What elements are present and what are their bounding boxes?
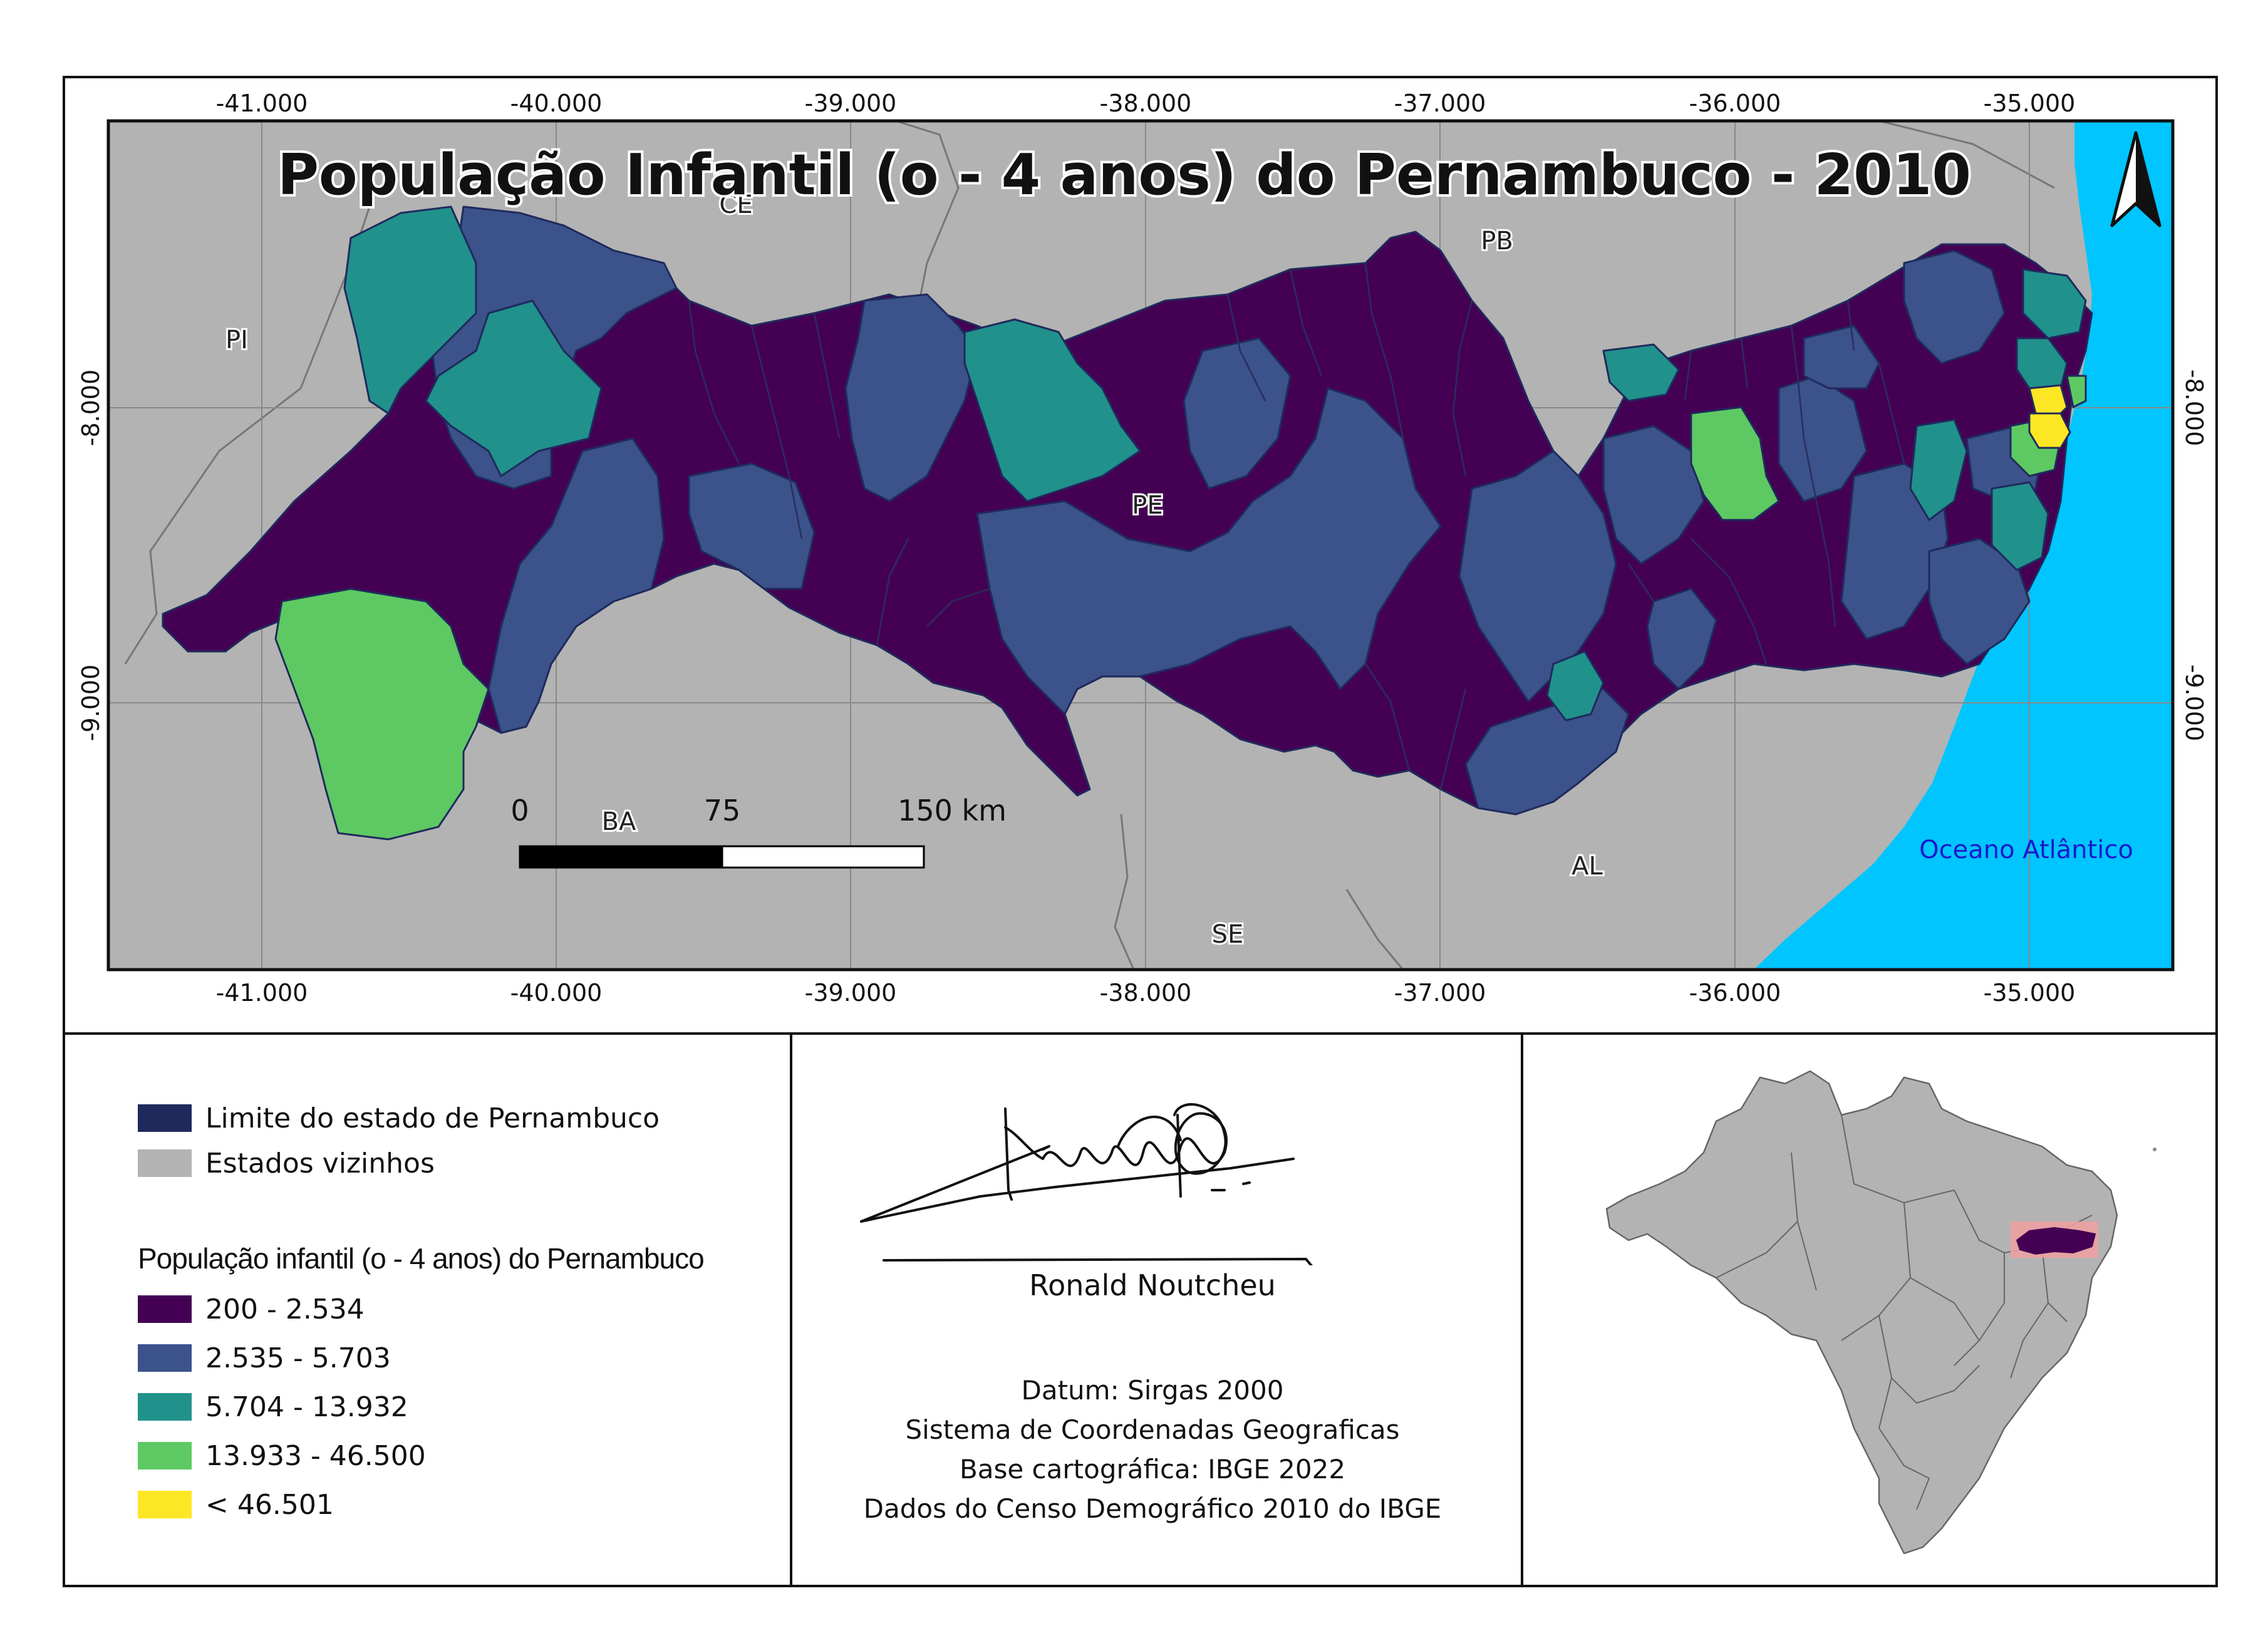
map-frame	[106, 119, 2175, 972]
scale-label-mid: 75	[704, 794, 741, 827]
state-label-ba: BA	[602, 807, 636, 836]
legend-label-class-1: 200 - 2.534	[205, 1293, 365, 1325]
legend-class-5: < 46.501	[138, 1488, 334, 1521]
grid-label-left-1: -9.000	[77, 665, 105, 742]
state-label-pi: PI	[225, 326, 248, 355]
legend-swatch-class-4	[138, 1442, 192, 1470]
ocean-label: Oceano Atlântico	[1919, 836, 2133, 864]
signature-image	[860, 1103, 1313, 1265]
legend-label-state-limit: Limite do estado de Pernambuco	[205, 1102, 660, 1134]
grid-label-bottom-6: -35.000	[1984, 979, 2076, 1007]
credits-census-source: Dados do Censo Demográfico 2010 do IBGE	[863, 1493, 1442, 1524]
main-map: CE PB PI PE BA AL SE Oceano Atlântico Po…	[77, 90, 2208, 1007]
state-label-pe: PE	[1132, 491, 1162, 520]
panel-divider-right	[1521, 1034, 1523, 1587]
credits-cartographic-base: Base cartográfica: IBGE 2022	[959, 1454, 1346, 1485]
grid-label-top-3: -38.000	[1100, 90, 1192, 117]
legend-swatch-class-5	[138, 1491, 192, 1518]
legend-label-class-2: 2.535 - 5.703	[205, 1342, 391, 1374]
grid-label-bottom-2: -39.000	[805, 979, 897, 1007]
grid-label-top-1: -40.000	[510, 90, 603, 117]
grid-label-top-5: -36.000	[1689, 90, 1781, 117]
grid-label-top-6: -35.000	[1984, 90, 2076, 117]
scale-bar: 0 75 150 km	[510, 794, 1007, 869]
pernambuco-municipalities	[162, 205, 2093, 841]
map-layout-frame	[63, 76, 2218, 1587]
legend-label-class-4: 13.933 - 46.500	[205, 1439, 426, 1472]
legend-item-state-limit: Limite do estado de Pernambuco	[138, 1102, 660, 1134]
grid-label-bottom-4: -37.000	[1394, 979, 1486, 1007]
panel-divider-horizontal	[63, 1032, 2218, 1035]
grid-labels-top: -41.000 -40.000 -39.000 -38.000 -37.000 …	[216, 90, 2076, 117]
author-name: Ronald Noutcheu	[1029, 1268, 1276, 1302]
legend-label-class-5: < 46.501	[205, 1488, 334, 1521]
grid-label-top-4: -37.000	[1394, 90, 1486, 117]
locator-pernambuco-highlight	[2011, 1221, 2098, 1258]
legend-class-2: 2.535 - 5.703	[138, 1342, 391, 1374]
legend-item-neighbor-states: Estados vizinhos	[138, 1148, 435, 1179]
grid-label-bottom-0: -41.000	[216, 979, 308, 1007]
legend-class-4: 13.933 - 46.500	[138, 1439, 426, 1472]
state-label-al: AL	[1572, 852, 1603, 881]
grid-label-right-0: -8.000	[2180, 370, 2208, 447]
grid-labels-right: -8.000 -9.000	[2180, 370, 2208, 742]
map-title: População Infantil (o - 4 anos) do Perna…	[277, 142, 1971, 208]
credits-datum: Datum: Sirgas 2000	[1021, 1375, 1284, 1406]
credits-panel: Ronald Noutcheu Datum: Sirgas 2000 Siste…	[792, 1040, 1513, 1578]
grid-label-right-1: -9.000	[2180, 665, 2208, 742]
grid-label-top-0: -41.000	[216, 90, 308, 117]
state-label-pb: PB	[1481, 227, 1513, 256]
state-label-se: SE	[1212, 920, 1244, 949]
grid-label-bottom-5: -36.000	[1689, 979, 1781, 1007]
grid-labels-left: -8.000 -9.000	[77, 370, 105, 742]
legend-swatch-class-1	[138, 1295, 192, 1323]
grid-label-bottom-3: -38.000	[1100, 979, 1192, 1007]
credits-coordinate-system: Sistema de Coordenadas Geograficas	[905, 1414, 1400, 1445]
grid-label-bottom-1: -40.000	[510, 979, 603, 1007]
atlantic-ocean	[1754, 121, 2173, 970]
pernambuco-outline	[162, 231, 2093, 816]
state-label-ce: CE	[719, 190, 752, 219]
legend-swatch-class-2	[138, 1344, 192, 1372]
locator-map-brazil	[1605, 1070, 2157, 1555]
state-labels: CE PB PI PE BA AL SE	[224, 189, 1605, 951]
panel-divider-left	[790, 1034, 792, 1587]
legend-swatch-class-3	[138, 1393, 192, 1421]
legend-class-3: 5.704 - 13.932	[138, 1391, 408, 1423]
scale-label-end: 150 km	[898, 794, 1007, 827]
grid-label-top-2: -39.000	[805, 90, 897, 117]
north-arrow-icon	[2110, 131, 2162, 227]
legend-label-neighbor-states: Estados vizinhos	[205, 1147, 435, 1179]
brazil-outline	[1605, 1070, 2118, 1555]
legend-label-class-3: 5.704 - 13.932	[205, 1391, 408, 1423]
grid-labels-bottom: -41.000 -40.000 -39.000 -38.000 -37.000 …	[216, 979, 2076, 1007]
legend-swatch-state-limit	[138, 1104, 192, 1132]
scale-label-zero: 0	[510, 794, 529, 827]
legend-class-1: 200 - 2.534	[138, 1293, 365, 1325]
legend-class-title: População infantil (o - 4 anos) do Perna…	[138, 1242, 705, 1275]
legend-swatch-neighbor-states	[138, 1149, 192, 1177]
grid-label-left-0: -8.000	[77, 370, 105, 447]
